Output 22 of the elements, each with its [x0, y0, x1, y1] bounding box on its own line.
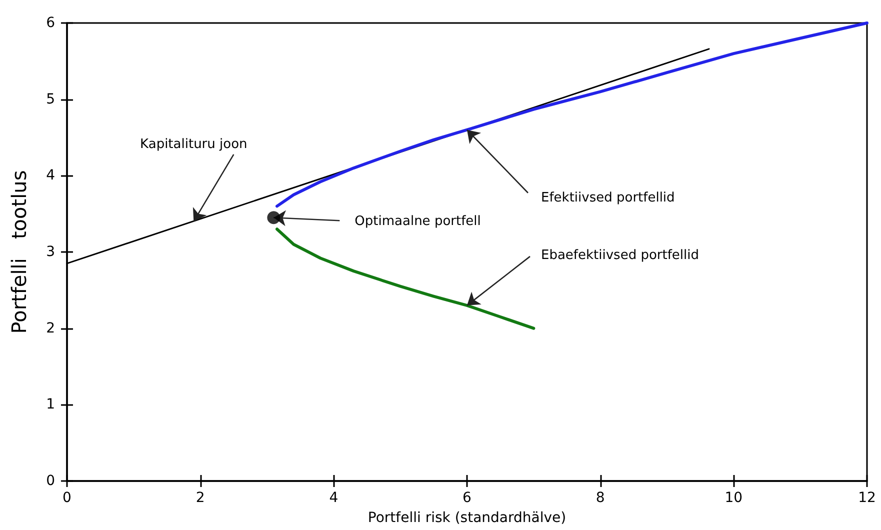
x-axis-title: Portfelli risk (standardhälve): [368, 510, 566, 526]
x-tick-label: 6: [462, 490, 472, 506]
x-tick-label: 0: [62, 490, 72, 506]
y-tick-label: 1: [46, 396, 55, 413]
x-tick-label: 12: [858, 490, 876, 506]
y-tick-label: 6: [46, 15, 56, 31]
y-tick-label: 0: [46, 473, 55, 489]
y-tick-label: 3: [46, 244, 55, 260]
x-tick-label: 10: [724, 490, 743, 506]
annotation: Optimaalne portfell: [354, 214, 481, 230]
annotation: Efektiivsed portfellid: [541, 190, 675, 206]
x-tick-label: 8: [596, 490, 605, 506]
line-series: [276, 22, 868, 208]
line-series: [276, 228, 536, 330]
y-tick-label: 5: [46, 91, 55, 108]
x-tick-label: 4: [329, 490, 338, 506]
y-tick-label: 2: [46, 320, 55, 336]
annotation: Ebaefektiivsed portfellid: [541, 248, 700, 263]
annotation: Kapitalituru joon: [140, 136, 248, 152]
x-tick-label: 2: [196, 490, 205, 506]
y-axis-title: Portfelli tootlus: [7, 170, 31, 334]
y-tick-label: 4: [46, 168, 56, 184]
